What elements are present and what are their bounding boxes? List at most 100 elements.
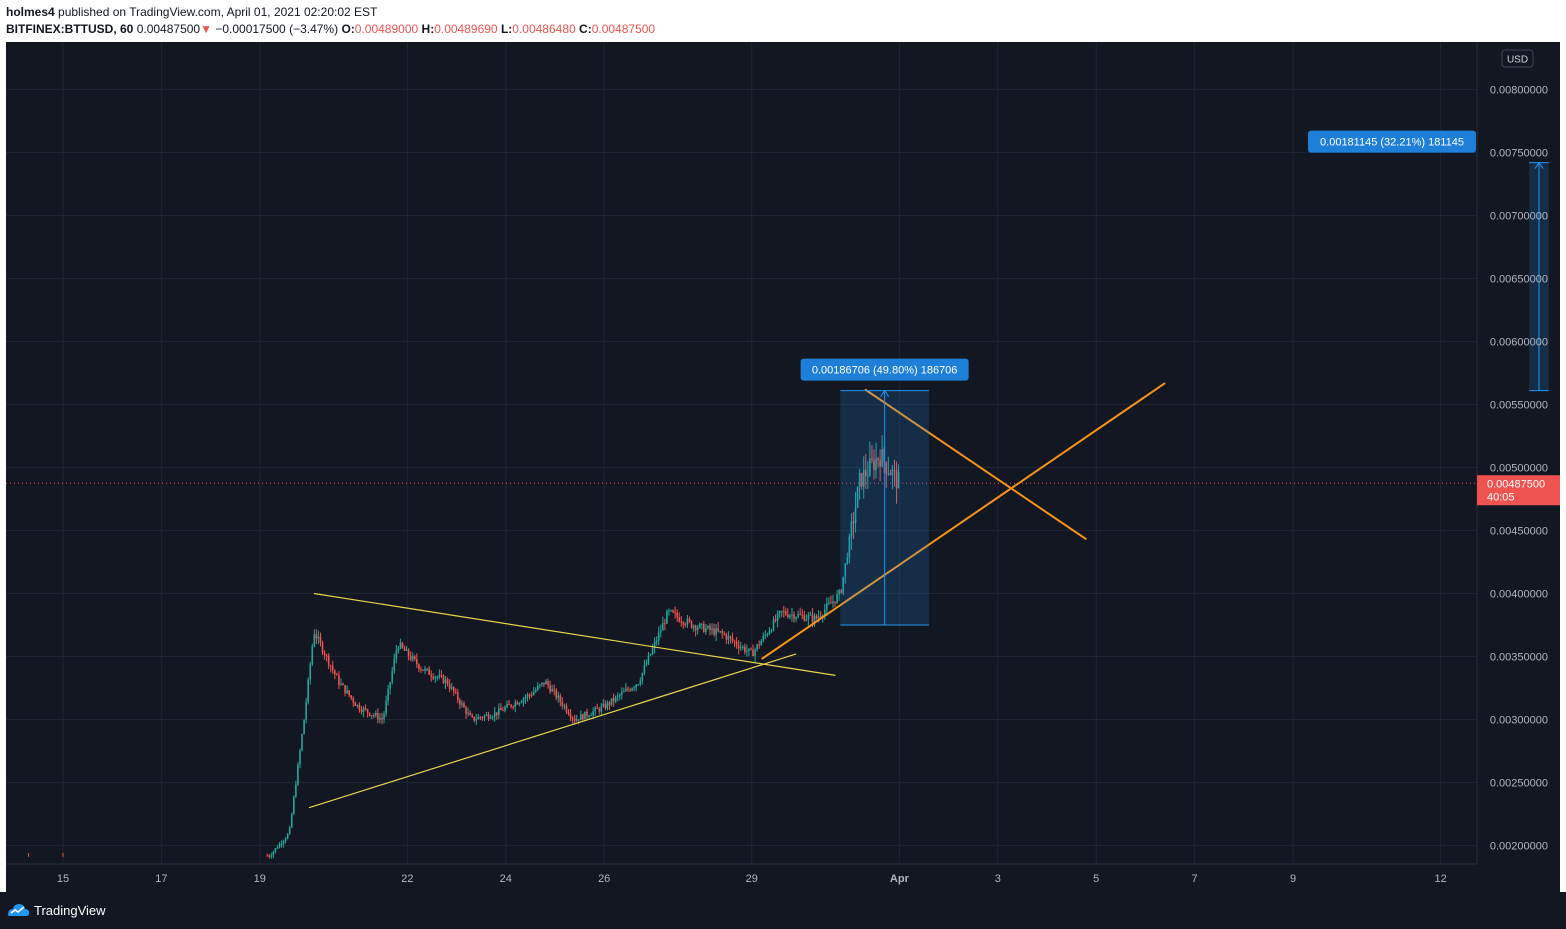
candle-body xyxy=(448,684,451,689)
time-tick-label: 19 xyxy=(254,873,266,885)
price-tick-label: 0.00700000 xyxy=(1490,211,1548,223)
candle-body xyxy=(819,616,822,618)
candle-body xyxy=(637,684,640,686)
candle-body xyxy=(823,609,826,616)
candle-body xyxy=(586,711,588,717)
candle-body xyxy=(879,460,881,467)
candle-body xyxy=(401,642,404,648)
candle-body xyxy=(459,699,461,705)
candle-body xyxy=(381,718,383,720)
price-change: −0.00017500 (−3.47%) xyxy=(215,22,339,36)
candle-body xyxy=(440,674,443,676)
measure-tool[interactable]: 0.00186706 (49.80%) 186706 xyxy=(800,358,969,626)
measure-label-box[interactable] xyxy=(800,358,969,381)
candle-body xyxy=(719,631,722,633)
candle-body xyxy=(512,706,514,708)
candle-body xyxy=(352,698,355,703)
candle-body xyxy=(387,688,389,701)
candle-body xyxy=(846,557,849,564)
high-value: 0.00489690 xyxy=(434,22,498,36)
candle-body xyxy=(489,717,492,719)
trendline-yellow[interactable] xyxy=(308,653,797,809)
trendline-yellow[interactable] xyxy=(313,592,836,676)
candle-body xyxy=(807,615,810,620)
candle-body xyxy=(873,459,875,471)
candle-body xyxy=(467,712,469,714)
candle-body xyxy=(852,521,855,523)
candle-body xyxy=(774,619,777,621)
drawings[interactable]: 0.00186706 (49.80%) 186706 0.00181145 (32… xyxy=(6,130,1549,809)
candle-body xyxy=(655,640,658,642)
candle-body xyxy=(674,612,676,614)
candle-body xyxy=(461,703,463,705)
trendline-orange[interactable] xyxy=(761,382,1166,660)
candle-body xyxy=(688,618,691,622)
candle-body xyxy=(424,668,426,671)
candle-body xyxy=(479,716,482,718)
candle-body xyxy=(600,706,603,712)
tradingview-brand[interactable]: TradingView xyxy=(34,903,106,918)
tradingview-logo-icon[interactable] xyxy=(6,901,30,919)
candle-body xyxy=(313,634,316,647)
candle-body xyxy=(670,610,672,612)
measure-tool[interactable]: 0.00181145 (32.21%) 181145 xyxy=(1308,130,1549,392)
price-tick-label: 0.00300000 xyxy=(1490,715,1548,727)
candle-body xyxy=(549,685,551,692)
symbol-label[interactable]: BITFINEX:BTTUSD, 60 xyxy=(6,22,134,36)
candle-body xyxy=(571,717,574,719)
candle-body xyxy=(785,611,787,615)
candle-body xyxy=(567,711,570,715)
candle-body xyxy=(309,664,312,680)
price-tick-label: 0.00550000 xyxy=(1490,400,1548,412)
candle-body xyxy=(399,642,402,649)
candles xyxy=(28,435,900,859)
currency-badge[interactable] xyxy=(1501,49,1534,68)
candle-body xyxy=(541,682,543,685)
price-tick-label: 0.00600000 xyxy=(1490,337,1548,349)
candle-body xyxy=(881,449,883,467)
candle-body xyxy=(389,682,391,689)
publisher-name[interactable]: holmes4 xyxy=(6,5,55,19)
candle-body xyxy=(432,676,435,679)
candle-body xyxy=(713,628,715,635)
current-price-badge[interactable] xyxy=(1477,475,1560,506)
candle-body xyxy=(672,610,674,613)
candle-body xyxy=(836,594,838,603)
candle-body xyxy=(678,617,681,622)
candle-body xyxy=(686,618,689,625)
price-axis[interactable]: 0.00200000 0.00250000 0.00300000 0.00350000… xyxy=(1476,42,1560,864)
time-axis[interactable]: 15 17 19 22 24 26 29 Apr 3 5 7 9 12 xyxy=(6,863,1477,885)
last-price: 0.00487500 xyxy=(136,22,201,36)
candle-body xyxy=(293,796,295,814)
candle-body xyxy=(832,601,834,604)
chart-area[interactable]: 0.00186706 (49.80%) 186706 0.00181145 (32… xyxy=(6,42,1560,892)
candle-body xyxy=(418,664,420,669)
candle-body xyxy=(748,648,750,651)
price-tick-label: 0.00650000 xyxy=(1490,274,1548,286)
candle-body xyxy=(362,707,365,713)
candle-body xyxy=(539,684,541,686)
candle-body xyxy=(705,628,707,632)
candle-body xyxy=(553,689,555,691)
candle-body xyxy=(811,614,814,622)
measure-label-box[interactable] xyxy=(1308,130,1476,153)
candle-body xyxy=(379,718,381,720)
candle-body xyxy=(397,648,400,651)
candle-body xyxy=(727,636,730,640)
candle-body xyxy=(307,679,309,702)
candle-body xyxy=(524,697,527,699)
candle-body xyxy=(530,695,533,697)
candle-body xyxy=(481,717,484,719)
candle-body xyxy=(438,674,441,677)
candle-body xyxy=(641,672,644,681)
trendline-orange[interactable] xyxy=(864,388,1087,541)
measure-label: 0.00181145 (32.21%) 181145 xyxy=(1320,137,1464,149)
candle-body xyxy=(331,666,334,671)
candle-body xyxy=(735,641,738,646)
price-chart[interactable]: 0.00186706 (49.80%) 186706 0.00181145 (32… xyxy=(6,42,1560,892)
candle-body xyxy=(614,696,617,702)
candle-body xyxy=(508,703,510,705)
candle-body xyxy=(680,621,683,623)
candle-body xyxy=(875,458,877,471)
candle-body xyxy=(694,626,697,631)
